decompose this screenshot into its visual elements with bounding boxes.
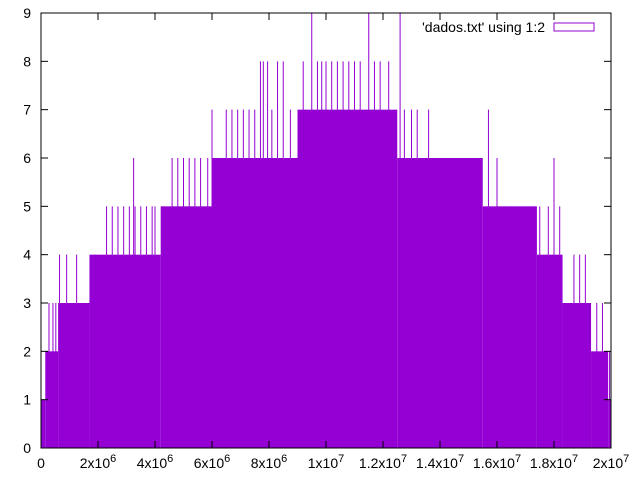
legend-swatch [553,22,595,32]
y-tick-label-7: 7 [23,102,31,118]
x-tick-label-5: 1x107 [308,453,344,471]
y-tick-label-6: 6 [23,150,31,166]
x-tick-label-10: 2x107 [593,453,629,471]
x-tick-label-8: 1.6x107 [473,453,521,471]
y-tick-label-8: 8 [23,53,31,69]
x-tick-label-9: 1.8x107 [530,453,578,471]
x-tick-label-6: 1.2x107 [359,453,407,471]
histogram-level-4 [160,206,212,448]
y-tick-label-2: 2 [23,343,31,359]
legend-label: 'dados.txt' using 1:2 [422,19,545,35]
y-tick-label-0: 0 [23,440,31,456]
x-tick-label-2: 4x106 [137,453,173,471]
y-axis: 0 1 2 3 4 5 6 7 8 9 [23,5,611,456]
histogram-level-10 [562,303,592,448]
x-tick-label-4: 8x106 [251,453,287,471]
y-tick-label-5: 5 [23,198,31,214]
y-tick-label-4: 4 [23,247,31,263]
x-tick-label-0: 0 [37,455,45,471]
x-tick-label-7: 1.4x107 [416,453,464,471]
histogram-level-6 [297,109,398,449]
histogram-level-2 [58,303,90,448]
x-tick-label-1: 2x106 [80,453,116,471]
y-tick-label-9: 9 [23,5,31,21]
histogram-level-9 [536,254,563,448]
x-tick-label-3: 6x106 [194,453,230,471]
histogram-level-11 [591,351,609,448]
histogram-level-0 [41,399,46,448]
legend: 'dados.txt' using 1:2 [422,19,595,35]
histogram-series [41,13,611,449]
x-axis: 0 2x106 4x106 6x106 8x106 1x107 1.2x107 1.4x107… [37,13,629,471]
histogram-level-3 [89,254,161,448]
y-tick-label-3: 3 [23,295,31,311]
y-tick-label-1: 1 [23,392,31,408]
